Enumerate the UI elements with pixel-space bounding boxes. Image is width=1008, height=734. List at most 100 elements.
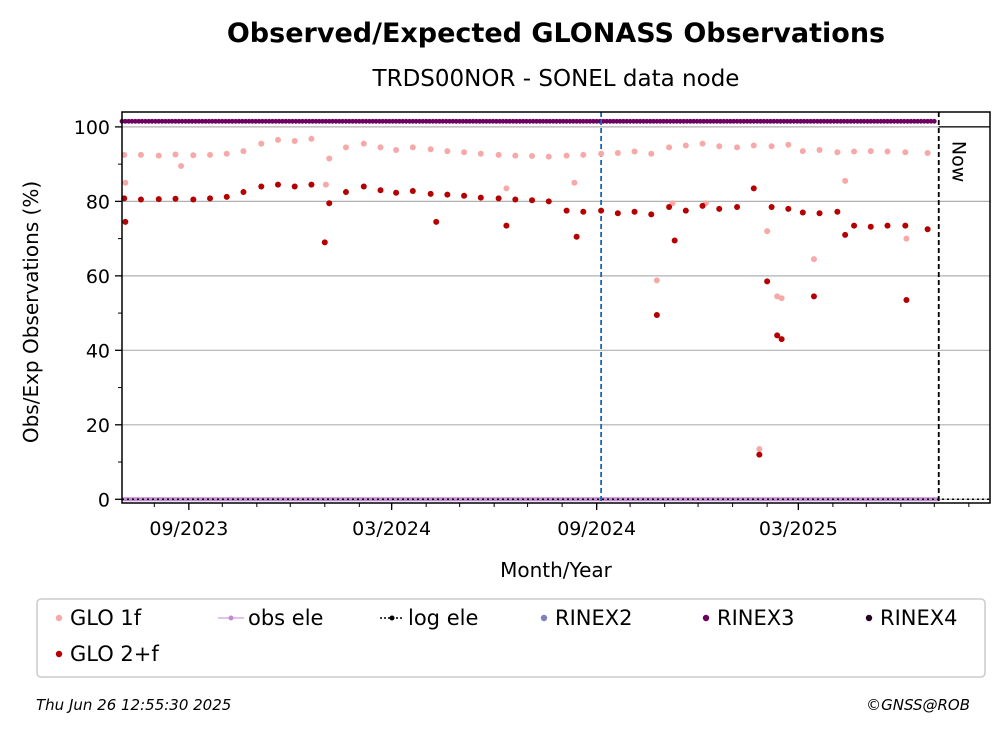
rinex3-point xyxy=(801,118,807,124)
rinex3-point xyxy=(684,118,690,124)
glo-1f-point xyxy=(155,152,162,159)
rinex3-point xyxy=(855,118,860,124)
glo-1f-point xyxy=(137,151,144,158)
glo-2f-point xyxy=(529,197,536,204)
rinex3-point xyxy=(614,118,620,124)
rinex3-point xyxy=(226,118,232,124)
rinex3-point xyxy=(724,118,730,124)
glo-1f-point xyxy=(756,446,763,453)
rinex3-point xyxy=(557,118,563,124)
glo-1f-point xyxy=(326,155,333,162)
rinex3-point xyxy=(163,118,168,124)
rinex3-point xyxy=(537,118,543,124)
glo-2f-point xyxy=(409,187,416,194)
chart-title: Observed/Expected GLONASS Observations xyxy=(227,18,885,49)
rinex3-point xyxy=(634,118,640,124)
rinex3-point xyxy=(193,118,198,124)
glo-2f-point xyxy=(137,196,144,203)
rinex3-point xyxy=(483,118,489,124)
rinex3-point xyxy=(604,118,610,124)
rinex3-point xyxy=(146,118,152,124)
rinex3-point xyxy=(594,118,600,124)
rinex3-point xyxy=(915,118,920,124)
rinex3-point xyxy=(701,118,707,124)
rinex3-point xyxy=(808,118,814,124)
glo-1f-point xyxy=(799,148,806,155)
rinex3-point xyxy=(788,118,793,124)
glo-1f-point xyxy=(172,151,179,158)
rinex3-point xyxy=(637,118,643,124)
glo-2f-point xyxy=(768,203,775,210)
rinex3-point xyxy=(875,118,880,124)
glo-2f-point xyxy=(122,218,129,225)
rinex3-point xyxy=(530,118,536,124)
glo-2f-point xyxy=(274,181,281,188)
x-axis: 09/2023 03/2024 09/2024 03/2025 xyxy=(149,503,970,540)
glo-2f-point xyxy=(785,205,792,212)
glo-1f-point xyxy=(666,144,673,151)
rinex3-point xyxy=(313,118,319,124)
glo-1f-point xyxy=(223,150,230,157)
rinex3-point xyxy=(878,118,884,124)
glo-1f-point xyxy=(512,152,519,159)
glo-1f-point xyxy=(444,148,451,155)
glo-2f-point xyxy=(816,210,823,217)
rinex3-point xyxy=(310,118,315,124)
rinex3-point xyxy=(527,118,533,124)
rinex3-point xyxy=(674,118,680,124)
rinex3-point xyxy=(738,118,743,124)
rinex3-point xyxy=(577,118,583,124)
glo-2f-point xyxy=(666,203,673,210)
rinex3-point xyxy=(153,118,158,124)
glo-2f-point xyxy=(764,278,771,285)
x-axis-label: Month/Year xyxy=(500,558,613,582)
glo-1f-point xyxy=(190,152,197,159)
rinex3-point xyxy=(818,118,824,124)
rinex3-point xyxy=(306,118,312,124)
rinex3-point xyxy=(437,118,442,124)
legend-label: RINEX4 xyxy=(880,606,958,630)
rinex3-point xyxy=(363,118,369,124)
y-axis: 0 20 40 60 80 100 xyxy=(74,117,122,511)
glo-1f-point xyxy=(816,146,823,153)
rinex3-point xyxy=(203,118,208,124)
glo-2f-point xyxy=(563,207,570,214)
rinex3-point xyxy=(376,118,382,124)
rinex3-point xyxy=(383,118,389,124)
glo-2f-point xyxy=(477,194,484,201)
rinex3-point xyxy=(156,118,162,124)
rinex3-point xyxy=(353,118,359,124)
rinex3-point xyxy=(691,118,697,124)
rinex3-point xyxy=(410,118,416,124)
glo-1f-point xyxy=(903,235,910,242)
glo-1f-point xyxy=(545,153,552,160)
glo-2f-point xyxy=(512,196,519,203)
rinex3-point xyxy=(764,118,770,124)
glo-2f-point xyxy=(342,189,349,196)
legend-marker xyxy=(55,614,63,622)
glo-2f-point xyxy=(699,202,706,209)
glo-1f-point xyxy=(734,144,741,151)
y-grid xyxy=(122,126,990,500)
x-tick-label: 09/2024 xyxy=(557,518,636,540)
rinex3-point xyxy=(647,118,653,124)
rinex3-point xyxy=(774,118,780,124)
rinex3-point xyxy=(644,118,650,124)
rinex3-point xyxy=(751,118,757,124)
glo-1f-point xyxy=(461,149,468,156)
glo-1f-point xyxy=(902,149,909,156)
rinex3-point xyxy=(249,118,255,124)
rinex3-point xyxy=(236,118,242,124)
glo-1f-point xyxy=(768,143,775,150)
rinex3-point xyxy=(657,118,663,124)
rinex3-point xyxy=(139,118,145,124)
glo-1f-point xyxy=(785,141,792,148)
rinex3-point xyxy=(326,118,332,124)
glo-2f-point xyxy=(308,181,315,188)
rinex3-point xyxy=(323,118,329,124)
rinex3-point xyxy=(868,118,874,124)
rinex3-point xyxy=(500,118,506,124)
rinex3-point xyxy=(885,118,890,124)
rinex3-point xyxy=(136,118,142,124)
rinex3-point xyxy=(824,118,830,124)
